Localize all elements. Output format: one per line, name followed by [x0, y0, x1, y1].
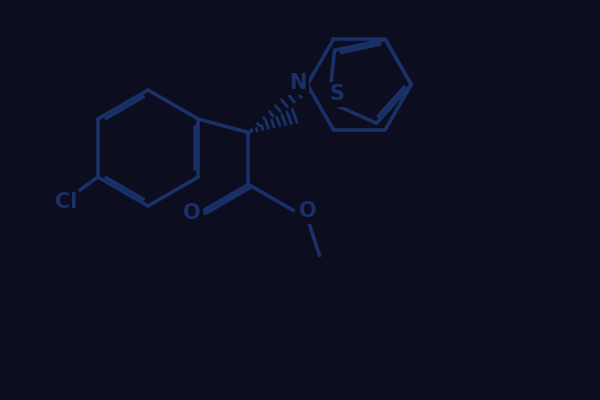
Text: O: O [182, 204, 200, 224]
Text: N: N [289, 72, 306, 92]
Text: Cl: Cl [55, 192, 77, 212]
Text: S: S [329, 84, 344, 104]
Text: O: O [299, 202, 316, 222]
